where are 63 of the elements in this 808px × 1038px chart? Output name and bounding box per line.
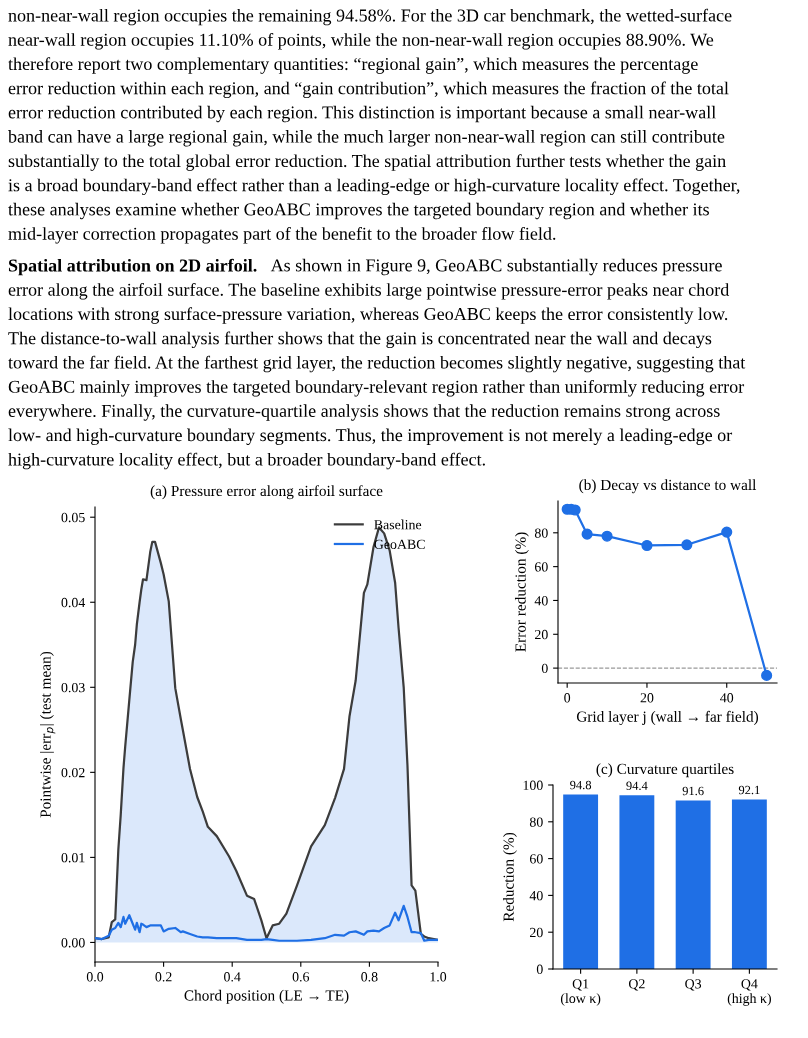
x-tick-label: Q2 — [628, 979, 645, 991]
data-label: 92.1 — [738, 785, 760, 795]
y-tick-label: 60 — [534, 562, 548, 572]
y-axis-title: Reduction (%) — [503, 832, 517, 922]
y-tick-label: 80 — [534, 528, 548, 538]
x-tick-label: Q1 (low κ) — [560, 979, 601, 1006]
legend-label: Baseline — [374, 519, 422, 530]
data-label: 91.6 — [682, 786, 704, 796]
text: these analyses examine whether GeoABC improves the targeted boundary region and whether its — [8, 202, 709, 220]
x-axis-title: Grid layer j (wall → far field) — [576, 710, 759, 725]
text: mid-layer correction propagates part of the benefit to the broader flow field. — [8, 226, 556, 244]
y-tick-label: 0.00 — [61, 938, 85, 948]
text: Spatial attribution on 2D airfoil. — [8, 258, 257, 276]
y-tick-label: 20 — [535, 629, 548, 640]
x-tick-label: 0 — [564, 693, 571, 703]
x-tick-label: 0.6 — [292, 972, 310, 982]
text: near-wall region occupies 11.10% of points, while the non-near-wall region occupies 88.90%. We — [8, 32, 714, 50]
y-tick-label: 0 — [536, 964, 543, 974]
data-label: 94.8 — [570, 780, 592, 790]
x-tick-label: 1.0 — [430, 972, 447, 982]
text: band can have a large regional gain, while the much larger non-near-wall region can still contribute — [8, 130, 725, 147]
x-tick-label: Q4 (high κ) — [727, 979, 771, 1006]
y-tick-label: 80 — [529, 817, 543, 827]
x-tick-label: Q3 — [685, 979, 702, 991]
text: high-curvature locality effect, but a broader boundary-band effect. — [8, 452, 485, 470]
y-axis-title: Error reduction (%) — [514, 532, 529, 652]
y-tick-label: 100 — [523, 780, 543, 790]
y-axis-title: Pointwise |err$_{p}$| (test mean) — [39, 651, 56, 818]
text: error along the airfoil surface. The baseline exhibits large pointwise pressure-error peaks near chord — [8, 282, 730, 300]
text: error reduction within each region, and “gain contribution”, which measures the fraction of the total — [8, 81, 729, 99]
y-tick-label: 0.03 — [61, 682, 85, 693]
data-label: 94.4 — [626, 781, 648, 791]
y-tick-label: 0.02 — [61, 767, 85, 778]
x-tick-label: 0.8 — [361, 972, 378, 982]
y-tick-label: 40 — [534, 596, 548, 606]
x-tick-label: 40 — [720, 693, 734, 703]
x-tick-label: 0.0 — [86, 972, 104, 982]
chart-title: (a) Pressure error along airfoil surface — [150, 485, 383, 500]
y-tick-label: 0.04 — [61, 597, 86, 608]
text: toward the far field. At the farthest grid layer, the reduction becomes slightly negative, suggesting that — [8, 355, 746, 373]
text: As shown in Figure 9, GeoABC substantially reduces pressure — [270, 258, 722, 276]
x-axis-title: Chord position (LE → TE) — [184, 989, 349, 1004]
text: substantially to the total global error reduction. The spatial attribution further tests whether the gain — [8, 154, 726, 171]
text: low- and high-curvature boundary segments. Thus, the improvement is not merely a leading-edge or — [8, 428, 733, 445]
text: non-near-wall region occupies the remaining 94.58%. For the 3D car benchmark, the wetted-surface — [8, 8, 732, 26]
chart-title: (b) Decay vs distance to wall — [579, 479, 757, 494]
text: error reduction contributed by each region. This distinction is important because a small near-wall — [8, 105, 716, 123]
chart-title: (c) Curvature quartiles — [596, 763, 734, 778]
y-tick-label: 0.05 — [61, 512, 85, 523]
x-tick-label: 0.2 — [155, 972, 172, 982]
y-tick-label: 20 — [530, 927, 543, 938]
text: GeoABC mainly improves the targeted boundary-relevant region rather than uniformly reducing error — [8, 379, 745, 397]
text: everywhere. Finally, the curvature-quartile analysis shows that the reduction remains strong across — [8, 404, 720, 421]
y-tick-label: 40 — [529, 890, 543, 901]
text: locations with strong surface-pressure variation, whereas GeoABC keeps the error consistently low. — [8, 307, 728, 324]
x-tick-label: 0.4 — [224, 972, 241, 982]
y-tick-label: 0.01 — [61, 852, 85, 863]
text: The distance-to-wall analysis further shows that the gain is concentrated near the wall and decays — [8, 331, 712, 349]
text: therefore report two complementary quantities: “regional gain”, which measures the percentage — [8, 57, 698, 74]
y-tick-label: 60 — [529, 854, 543, 864]
y-tick-label: 0 — [541, 663, 548, 674]
text: is a broad boundary-band effect rather than a leading-edge or high-curvature locality effect. Together, — [8, 178, 740, 196]
x-tick-label: 20 — [640, 693, 654, 703]
